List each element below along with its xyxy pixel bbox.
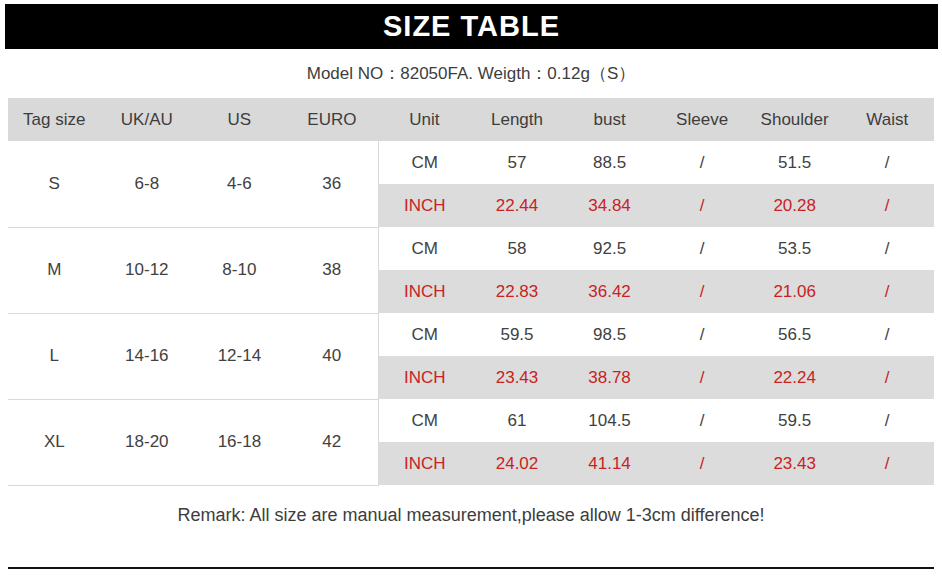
waist-cell: / (841, 313, 934, 356)
tag-size-cell: XL (8, 399, 101, 485)
ukau-cell: 14-16 (101, 313, 194, 399)
sleeve-cell: / (656, 399, 749, 442)
unit-cell: CM (378, 399, 471, 442)
shoulder-cell: 21.06 (748, 270, 841, 313)
col-header-tag-size: Tag size (8, 98, 101, 141)
size-table-body: S 6-8 4-6 36 CM 57 88.5 / 51.5 / INCH 22… (8, 141, 934, 485)
page-title: SIZE TABLE (383, 10, 560, 43)
unit-cell: CM (378, 141, 471, 184)
size-m-cm-row: M 10-12 8-10 38 CM 58 92.5 / 53.5 / (8, 227, 934, 270)
shoulder-cell: 59.5 (748, 399, 841, 442)
sleeve-cell: / (656, 313, 749, 356)
waist-cell: / (841, 399, 934, 442)
sleeve-cell: / (656, 356, 749, 399)
length-cell: 57 (471, 141, 564, 184)
euro-cell: 36 (286, 141, 379, 227)
col-header-unit: Unit (378, 98, 471, 141)
us-cell: 16-18 (193, 399, 286, 485)
waist-cell: / (841, 356, 934, 399)
bust-cell: 88.5 (563, 141, 656, 184)
col-header-sleeve: Sleeve (656, 98, 749, 141)
unit-cell: CM (378, 313, 471, 356)
unit-cell: INCH (378, 184, 471, 227)
shoulder-cell: 20.28 (748, 184, 841, 227)
bust-cell: 34.84 (563, 184, 656, 227)
tag-size-cell: S (8, 141, 101, 227)
shoulder-cell: 56.5 (748, 313, 841, 356)
euro-cell: 38 (286, 227, 379, 313)
size-s-cm-row: S 6-8 4-6 36 CM 57 88.5 / 51.5 / (8, 141, 934, 184)
size-chart-page: SIZE TABLE Model NO：82050FA. Weigth：0.12… (0, 0, 942, 582)
sleeve-cell: / (656, 141, 749, 184)
sleeve-cell: / (656, 442, 749, 485)
waist-cell: / (841, 184, 934, 227)
ukau-cell: 18-20 (101, 399, 194, 485)
shoulder-cell: 53.5 (748, 227, 841, 270)
tag-size-cell: M (8, 227, 101, 313)
size-l-cm-row: L 14-16 12-14 40 CM 59.5 98.5 / 56.5 / (8, 313, 934, 356)
title-banner: SIZE TABLE (5, 4, 938, 49)
us-cell: 4-6 (193, 141, 286, 227)
size-xl-cm-row: XL 18-20 16-18 42 CM 61 104.5 / 59.5 / (8, 399, 934, 442)
shoulder-cell: 23.43 (748, 442, 841, 485)
sleeve-cell: / (656, 270, 749, 313)
length-cell: 22.44 (471, 184, 564, 227)
bottom-divider (8, 567, 934, 569)
bust-cell: 36.42 (563, 270, 656, 313)
waist-cell: / (841, 227, 934, 270)
size-table: Tag size UK/AU US EURO Unit Length bust … (8, 98, 934, 486)
bust-cell: 38.78 (563, 356, 656, 399)
col-header-euro: EURO (286, 98, 379, 141)
tag-size-cell: L (8, 313, 101, 399)
sleeve-cell: / (656, 227, 749, 270)
col-header-shoulder: Shoulder (748, 98, 841, 141)
unit-cell: INCH (378, 270, 471, 313)
us-cell: 8-10 (193, 227, 286, 313)
col-header-us: US (193, 98, 286, 141)
euro-cell: 42 (286, 399, 379, 485)
shoulder-cell: 51.5 (748, 141, 841, 184)
bust-cell: 104.5 (563, 399, 656, 442)
unit-cell: CM (378, 227, 471, 270)
ukau-cell: 6-8 (101, 141, 194, 227)
unit-cell: INCH (378, 356, 471, 399)
sleeve-cell: / (656, 184, 749, 227)
size-table-header: Tag size UK/AU US EURO Unit Length bust … (8, 98, 934, 141)
ukau-cell: 10-12 (101, 227, 194, 313)
bust-cell: 98.5 (563, 313, 656, 356)
remark-note: Remark: All size are manual measurement,… (0, 505, 942, 526)
waist-cell: / (841, 270, 934, 313)
model-info: Model NO：82050FA. Weigth：0.12g（S） (0, 62, 942, 85)
col-header-bust: bust (563, 98, 656, 141)
length-cell: 24.02 (471, 442, 564, 485)
euro-cell: 40 (286, 313, 379, 399)
length-cell: 59.5 (471, 313, 564, 356)
bust-cell: 41.14 (563, 442, 656, 485)
length-cell: 61 (471, 399, 564, 442)
header-row: Tag size UK/AU US EURO Unit Length bust … (8, 98, 934, 141)
waist-cell: / (841, 141, 934, 184)
col-header-waist: Waist (841, 98, 934, 141)
waist-cell: / (841, 442, 934, 485)
bust-cell: 92.5 (563, 227, 656, 270)
unit-cell: INCH (378, 442, 471, 485)
length-cell: 23.43 (471, 356, 564, 399)
length-cell: 22.83 (471, 270, 564, 313)
us-cell: 12-14 (193, 313, 286, 399)
shoulder-cell: 22.24 (748, 356, 841, 399)
col-header-ukau: UK/AU (101, 98, 194, 141)
length-cell: 58 (471, 227, 564, 270)
col-header-length: Length (471, 98, 564, 141)
